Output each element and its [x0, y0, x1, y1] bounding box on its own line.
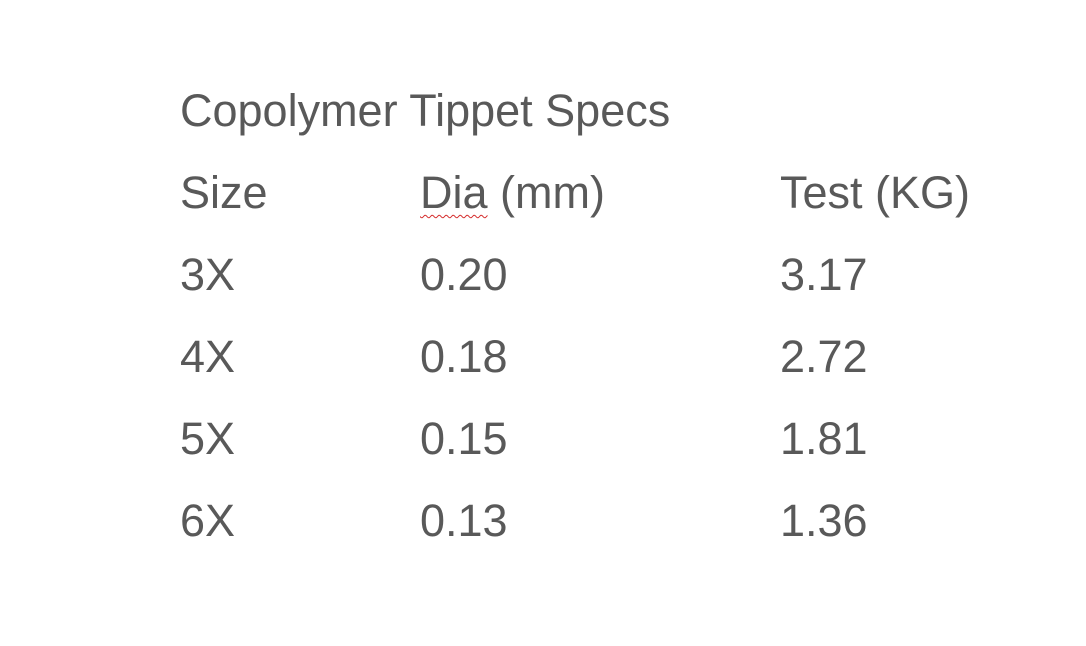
header-dia-unit: (mm) [500, 167, 605, 218]
cell-dia: 0.13 [420, 495, 508, 546]
cell-size: 4X [180, 331, 236, 382]
cell-test: 2.72 [780, 331, 868, 382]
header-size: Size [180, 167, 268, 218]
table-header-row: Size Dia (mm) Test (KG) [0, 170, 1086, 220]
cell-size: 3X [180, 249, 236, 300]
cell-test: 1.81 [780, 413, 868, 464]
cell-dia: 0.15 [420, 413, 508, 464]
document-title: Copolymer Tippet Specs [180, 85, 671, 136]
header-dia: Dia (mm) [420, 170, 605, 215]
cell-test: 1.36 [780, 495, 868, 546]
table-row: 3X 0.20 3.17 [0, 252, 1086, 302]
table-row: 4X 0.18 2.72 [0, 334, 1086, 384]
table-row: 5X 0.15 1.81 [0, 416, 1086, 466]
cell-size: 5X [180, 413, 236, 464]
header-test: Test (KG) [780, 167, 971, 218]
table-row: 6X 0.13 1.36 [0, 498, 1086, 548]
misspelled-word[interactable]: Dia [420, 167, 488, 218]
cell-dia: 0.20 [420, 249, 508, 300]
cell-size: 6X [180, 495, 236, 546]
cell-dia: 0.18 [420, 331, 508, 382]
cell-test: 3.17 [780, 249, 868, 300]
